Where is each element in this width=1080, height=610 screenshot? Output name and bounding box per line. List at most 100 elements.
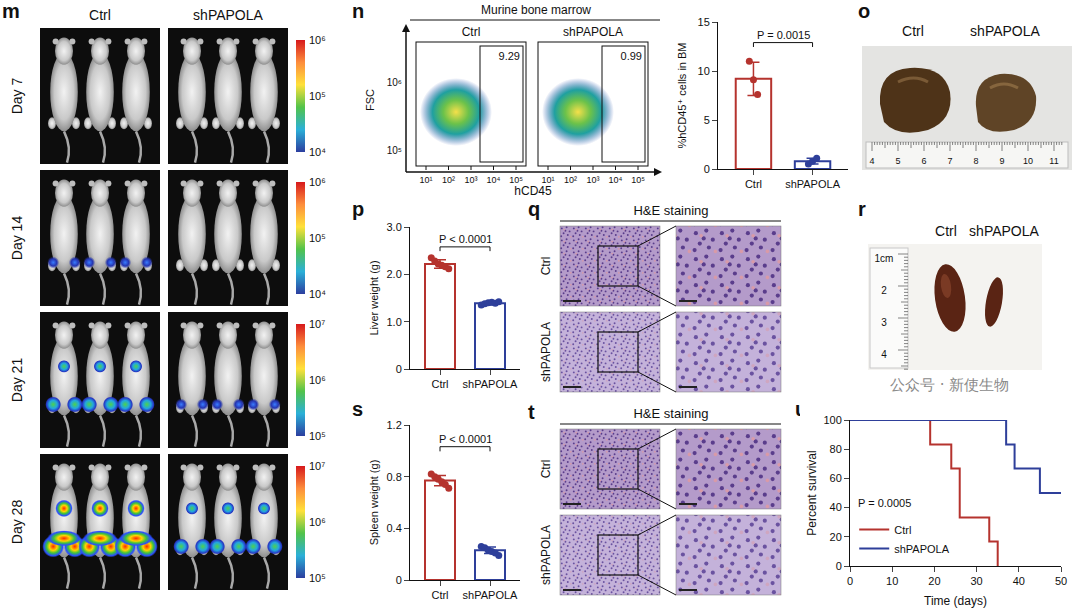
svg-text:60: 60 xyxy=(830,472,842,484)
svg-text:Ctrl: Ctrl xyxy=(745,178,762,190)
svg-text:0: 0 xyxy=(836,560,842,572)
svg-text:1cm: 1cm xyxy=(875,253,894,264)
svg-text:Day 21: Day 21 xyxy=(9,358,25,403)
svg-text:P < 0.0001: P < 0.0001 xyxy=(439,433,492,445)
svg-text:%hCD45⁺ cells in BM: %hCD45⁺ cells in BM xyxy=(676,42,688,148)
svg-text:10³: 10³ xyxy=(464,175,477,185)
svg-text:10: 10 xyxy=(698,65,710,77)
svg-text:10⁵: 10⁵ xyxy=(631,175,645,185)
svg-text:40: 40 xyxy=(1013,575,1025,587)
svg-text:Ctrl: Ctrl xyxy=(894,524,911,536)
svg-text:Time (days): Time (days) xyxy=(924,594,987,608)
html-text:m: m xyxy=(2,0,20,22)
svg-text:10: 10 xyxy=(886,575,898,587)
svg-text:4: 4 xyxy=(881,349,887,360)
svg-text:10⁶: 10⁶ xyxy=(387,77,402,88)
svg-text:Day 7: Day 7 xyxy=(9,78,25,115)
svg-text:1.2: 1.2 xyxy=(387,419,402,431)
svg-text:P = 0.0015: P = 0.0015 xyxy=(757,29,810,41)
svg-text:0: 0 xyxy=(396,574,402,586)
svg-text:1.0: 1.0 xyxy=(387,316,402,328)
svg-text:80: 80 xyxy=(830,443,842,455)
svg-text:shPAPOLA: shPAPOLA xyxy=(894,543,949,555)
svg-text:10³: 10³ xyxy=(586,175,599,185)
svg-text:2: 2 xyxy=(881,285,887,296)
svg-text:7: 7 xyxy=(947,156,952,166)
svg-text:10⁶: 10⁶ xyxy=(309,176,326,188)
svg-text:shPAPOLA: shPAPOLA xyxy=(463,589,518,601)
svg-text:10⁶: 10⁶ xyxy=(309,516,326,528)
svg-text:10²: 10² xyxy=(564,175,577,185)
svg-text:10⁷: 10⁷ xyxy=(309,318,325,330)
svg-text:Ctrl: Ctrl xyxy=(89,7,111,23)
svg-text:0: 0 xyxy=(396,363,402,375)
svg-text:4: 4 xyxy=(869,156,874,166)
svg-text:Day 28: Day 28 xyxy=(9,500,25,545)
svg-text:40: 40 xyxy=(830,501,842,513)
svg-text:10⁶: 10⁶ xyxy=(309,34,326,46)
svg-text:50: 50 xyxy=(1055,575,1067,587)
svg-text:3: 3 xyxy=(881,317,887,328)
svg-text:FSC: FSC xyxy=(364,89,376,111)
svg-text:Ctrl: Ctrl xyxy=(462,25,481,39)
svg-text:shPAPOLA: shPAPOLA xyxy=(193,7,263,23)
svg-text:10⁵: 10⁵ xyxy=(309,572,326,584)
svg-text:6: 6 xyxy=(921,156,926,166)
svg-text:Ctrl: Ctrl xyxy=(935,223,957,239)
svg-text:Liver weight (g): Liver weight (g) xyxy=(368,260,380,335)
svg-text:0: 0 xyxy=(704,163,710,175)
svg-text:10²: 10² xyxy=(442,175,455,185)
svg-text:10⁶: 10⁶ xyxy=(309,374,326,386)
svg-text:9: 9 xyxy=(999,156,1004,166)
svg-text:shPAPOLA: shPAPOLA xyxy=(563,25,623,39)
svg-text:10⁴: 10⁴ xyxy=(309,146,326,158)
svg-text:10⁵: 10⁵ xyxy=(387,145,402,156)
svg-text:Ctrl: Ctrl xyxy=(539,257,553,276)
svg-text:0.99: 0.99 xyxy=(621,50,642,62)
svg-text:10: 10 xyxy=(1023,156,1033,166)
svg-text:shPAPOLA: shPAPOLA xyxy=(785,178,840,190)
svg-text:10⁵: 10⁵ xyxy=(309,90,326,102)
svg-text:Ctrl: Ctrl xyxy=(431,378,448,390)
svg-text:0.8: 0.8 xyxy=(387,471,402,483)
svg-text:hCD45: hCD45 xyxy=(514,184,552,197)
svg-text:20: 20 xyxy=(928,575,940,587)
svg-text:Ctrl: Ctrl xyxy=(539,460,553,479)
svg-text:3.0: 3.0 xyxy=(387,221,402,233)
svg-text:shPAPOLA: shPAPOLA xyxy=(970,23,1040,39)
svg-text:10⁷: 10⁷ xyxy=(309,460,325,472)
svg-text:shPAPOLA: shPAPOLA xyxy=(969,223,1039,239)
svg-text:Ctrl: Ctrl xyxy=(431,589,448,601)
svg-text:30: 30 xyxy=(970,575,982,587)
svg-text:8: 8 xyxy=(973,156,978,166)
svg-text:10⁴: 10⁴ xyxy=(309,288,326,300)
svg-text:Murine bone marrow: Murine bone marrow xyxy=(481,3,591,17)
svg-text:P < 0.0001: P < 0.0001 xyxy=(439,233,492,245)
svg-text:P = 0.0005: P = 0.0005 xyxy=(858,497,911,509)
svg-text:shPAPOLA: shPAPOLA xyxy=(539,525,553,585)
svg-text:100: 100 xyxy=(823,414,841,426)
svg-text:10⁴: 10⁴ xyxy=(609,175,623,185)
svg-text:0.4: 0.4 xyxy=(387,522,402,534)
svg-text:5: 5 xyxy=(895,156,900,166)
svg-text:15: 15 xyxy=(698,16,710,28)
svg-text:shPAPOLA: shPAPOLA xyxy=(463,378,518,390)
svg-text:10⁵: 10⁵ xyxy=(309,232,326,244)
svg-text:9.29: 9.29 xyxy=(499,50,520,62)
svg-text:20: 20 xyxy=(830,531,842,543)
html-text:公众号 · 新使生物: 公众号 · 新使生物 xyxy=(890,376,1010,394)
svg-text:10⁴: 10⁴ xyxy=(487,175,501,185)
svg-text:Spleen weight (g): Spleen weight (g) xyxy=(368,460,380,546)
svg-text:10⁵: 10⁵ xyxy=(309,430,326,442)
svg-text:H&E staining: H&E staining xyxy=(633,203,708,218)
svg-text:0: 0 xyxy=(847,575,853,587)
svg-text:5: 5 xyxy=(704,114,710,126)
svg-text:Ctrl: Ctrl xyxy=(902,23,924,39)
svg-text:11: 11 xyxy=(1049,156,1058,166)
svg-text:Percent survival: Percent survival xyxy=(805,450,819,535)
svg-text:10¹: 10¹ xyxy=(419,175,432,185)
svg-text:H&E staining: H&E staining xyxy=(633,406,708,421)
svg-text:Day 14: Day 14 xyxy=(9,216,25,261)
svg-text:2.0: 2.0 xyxy=(387,268,402,280)
svg-text:shPAPOLA: shPAPOLA xyxy=(539,322,553,382)
